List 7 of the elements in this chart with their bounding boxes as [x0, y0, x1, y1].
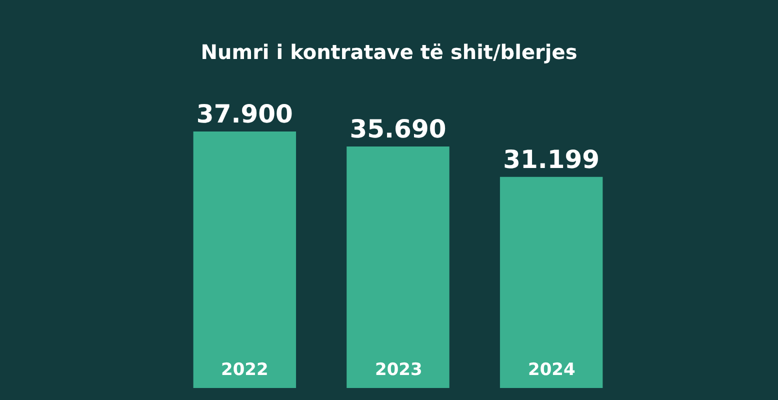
- x-tick-label: 2023: [375, 360, 422, 380]
- chart-title: Numri i kontratave të shit/blerjes: [200, 40, 578, 64]
- x-tick-label: 2024: [528, 360, 576, 380]
- data-label: 31.199: [503, 144, 600, 174]
- x-tick-label: 2022: [221, 360, 268, 380]
- data-label: 37.900: [196, 100, 293, 128]
- data-label: 35.690: [350, 114, 446, 144]
